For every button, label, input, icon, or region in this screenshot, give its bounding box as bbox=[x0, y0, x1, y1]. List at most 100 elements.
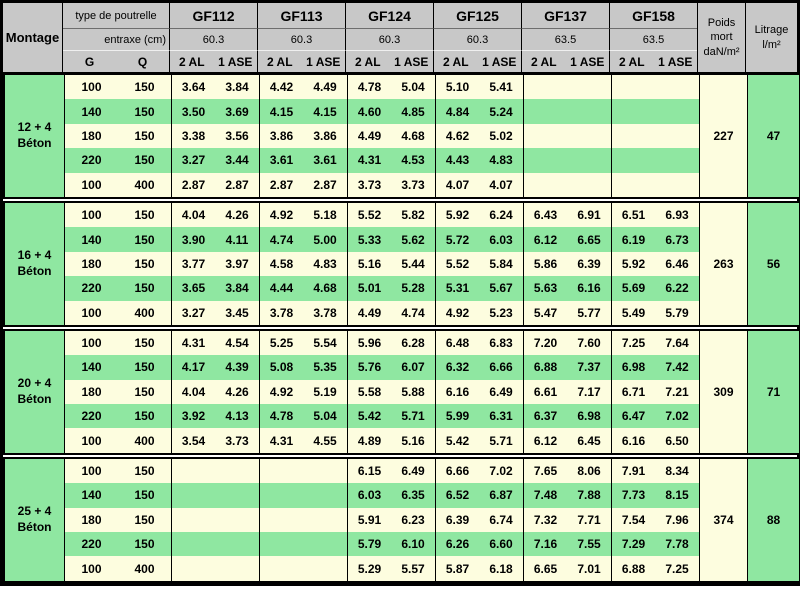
montage-line-2: Béton bbox=[17, 263, 52, 278]
g-value: 140 bbox=[65, 355, 118, 380]
g-value: 100 bbox=[65, 75, 118, 100]
g-value: 220 bbox=[65, 148, 118, 173]
load-value: 5.84 bbox=[479, 251, 523, 277]
g-value: 220 bbox=[65, 276, 118, 301]
load-value: 4.07 bbox=[435, 172, 479, 197]
load-value bbox=[523, 75, 567, 100]
load-value: 7.20 bbox=[523, 330, 567, 356]
load-value: 7.48 bbox=[523, 483, 567, 508]
load-value: 3.84 bbox=[215, 276, 259, 301]
load-value: 4.44 bbox=[259, 276, 303, 301]
load-value: 4.49 bbox=[303, 75, 347, 100]
load-value: 4.55 bbox=[303, 428, 347, 453]
load-value: 5.52 bbox=[435, 251, 479, 277]
load-value: 4.43 bbox=[435, 148, 479, 173]
load-value: 6.35 bbox=[391, 483, 435, 508]
beam-entraxe-value: 60.3 bbox=[169, 29, 257, 51]
beam-name-header: GF125 bbox=[433, 3, 521, 29]
load-value: 6.52 bbox=[435, 483, 479, 508]
load-value: 6.71 bbox=[611, 379, 655, 405]
load-value: 6.43 bbox=[523, 202, 567, 228]
entraxe-label: entraxe (cm) bbox=[63, 29, 169, 51]
load-value bbox=[171, 458, 215, 484]
g-column-header: G bbox=[84, 54, 95, 69]
load-value bbox=[567, 99, 611, 124]
load-value: 5.91 bbox=[347, 507, 391, 533]
beam-subheader: 2 AL 1 ASE bbox=[169, 51, 257, 72]
load-value: 4.84 bbox=[435, 99, 479, 124]
load-value bbox=[171, 507, 215, 533]
load-value: 5.24 bbox=[479, 99, 523, 124]
load-value bbox=[215, 507, 259, 533]
load-value: 5.04 bbox=[391, 75, 435, 100]
load-value: 6.98 bbox=[567, 404, 611, 429]
load-value: 7.32 bbox=[523, 507, 567, 533]
load-value: 4.17 bbox=[171, 355, 215, 380]
beam-subheader: 2 AL 1 ASE bbox=[521, 51, 609, 72]
load-value: 7.91 bbox=[611, 458, 655, 484]
load-value: 6.39 bbox=[567, 251, 611, 277]
load-value: 6.98 bbox=[611, 355, 655, 380]
load-value: 5.69 bbox=[611, 276, 655, 301]
montage-line-2: Béton bbox=[17, 519, 52, 534]
q-value: 150 bbox=[118, 507, 171, 533]
load-value: 5.10 bbox=[435, 75, 479, 100]
load-value bbox=[303, 556, 347, 581]
load-value: 7.01 bbox=[567, 556, 611, 581]
load-value: 7.88 bbox=[567, 483, 611, 508]
load-value: 6.91 bbox=[567, 202, 611, 228]
load-value: 4.49 bbox=[347, 123, 391, 149]
load-value: 5.71 bbox=[479, 428, 523, 453]
load-value: 6.19 bbox=[611, 227, 655, 252]
subcol-1ase-label: 1 ASE bbox=[306, 54, 341, 69]
load-value: 3.73 bbox=[215, 428, 259, 453]
load-value: 7.96 bbox=[655, 507, 699, 533]
load-value: 7.73 bbox=[611, 483, 655, 508]
subcol-1ase-label: 1 ASE bbox=[658, 54, 693, 69]
g-value: 180 bbox=[65, 251, 118, 277]
load-value: 5.57 bbox=[391, 556, 435, 581]
load-value bbox=[171, 532, 215, 557]
load-value: 8.15 bbox=[655, 483, 699, 508]
load-value: 8.06 bbox=[567, 458, 611, 484]
load-value: 5.42 bbox=[435, 428, 479, 453]
g-value: 100 bbox=[65, 172, 118, 197]
load-value bbox=[303, 483, 347, 508]
load-value: 5.19 bbox=[303, 379, 347, 405]
q-value: 400 bbox=[118, 172, 171, 197]
beam-subheader: 2 AL 1 ASE bbox=[609, 51, 697, 72]
load-value: 5.58 bbox=[347, 379, 391, 405]
load-value: 6.18 bbox=[479, 556, 523, 581]
load-value: 6.88 bbox=[523, 355, 567, 380]
load-value: 4.26 bbox=[215, 379, 259, 405]
load-value bbox=[655, 172, 699, 197]
beam-name-header: GF158 bbox=[609, 3, 697, 29]
load-value: 7.16 bbox=[523, 532, 567, 557]
g-value: 180 bbox=[65, 507, 118, 533]
load-value: 6.22 bbox=[655, 276, 699, 301]
load-value: 6.39 bbox=[435, 507, 479, 533]
load-value: 6.12 bbox=[523, 227, 567, 252]
load-value: 7.65 bbox=[523, 458, 567, 484]
litrage-value: 56 bbox=[747, 202, 799, 325]
load-value: 6.16 bbox=[567, 276, 611, 301]
load-value: 7.17 bbox=[567, 379, 611, 405]
subcol-2al-label: 2 AL bbox=[266, 54, 293, 69]
load-value: 4.31 bbox=[347, 148, 391, 173]
load-value bbox=[567, 148, 611, 173]
load-value: 3.92 bbox=[171, 404, 215, 429]
load-value: 3.90 bbox=[171, 227, 215, 252]
load-value: 4.39 bbox=[215, 355, 259, 380]
litrage-line-2: l/m² bbox=[762, 38, 781, 51]
load-value: 3.27 bbox=[171, 148, 215, 173]
load-value: 7.25 bbox=[655, 556, 699, 581]
litrage-value: 88 bbox=[747, 458, 799, 581]
load-value: 4.11 bbox=[215, 227, 259, 252]
load-value: 5.67 bbox=[479, 276, 523, 301]
subcol-2al-label: 2 AL bbox=[530, 54, 557, 69]
g-value: 100 bbox=[65, 330, 118, 356]
load-value: 2.87 bbox=[303, 172, 347, 197]
load-value: 5.35 bbox=[303, 355, 347, 380]
load-value: 7.37 bbox=[567, 355, 611, 380]
